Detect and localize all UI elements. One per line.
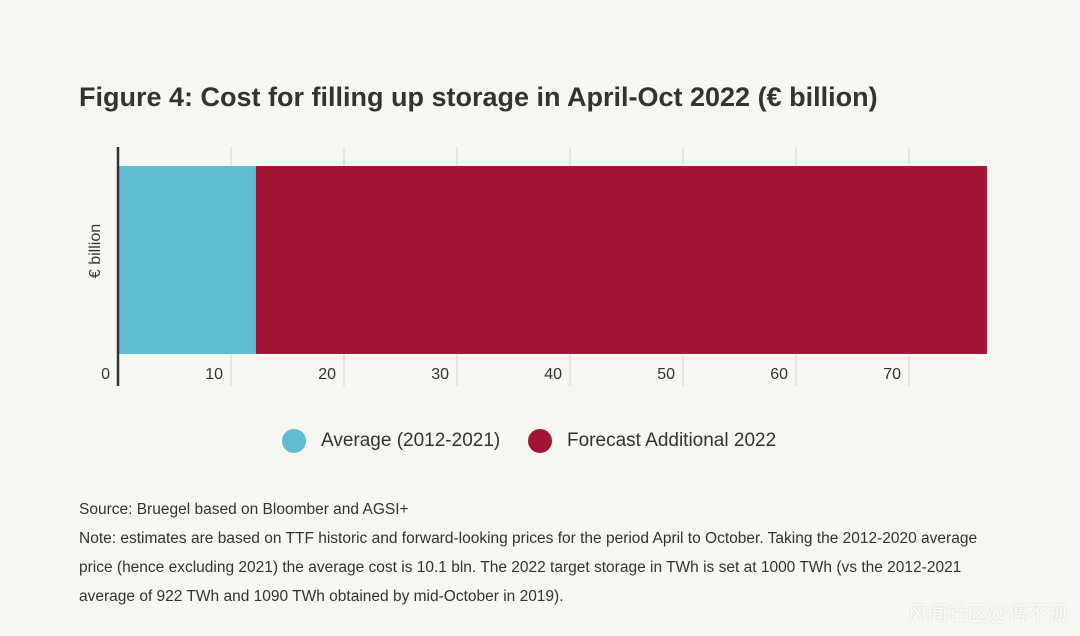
source: Source: Bruegel based on Bloomber and AG… [79, 501, 409, 518]
x-tick-label: 10 [205, 366, 223, 383]
x-tick-label: 50 [657, 366, 675, 383]
x-tick-label: 20 [318, 366, 336, 383]
legend-label: Forecast Additional 2022 [567, 430, 776, 451]
watermark: 风闻社区@傅不孤 [907, 603, 1068, 625]
note: Note: estimates are based on TTF histori… [79, 530, 978, 605]
x-tick-label: 30 [431, 366, 449, 383]
x-tick-label: 0 [101, 366, 110, 383]
legend-marker [282, 429, 306, 453]
notes: Source: Bruegel based on Bloomber and AG… [79, 495, 1009, 611]
chart: Figure 4: Cost for filling up storage in… [79, 82, 987, 453]
legend-marker [528, 429, 552, 453]
bar-segment [118, 166, 256, 354]
x-tick-label: 40 [544, 366, 562, 383]
bar-segment [255, 166, 987, 354]
x-tick-label: 60 [770, 366, 788, 383]
x-tick-label: 70 [883, 366, 901, 383]
legend-label: Average (2012-2021) [321, 430, 500, 451]
y-axis-label: € billion [87, 224, 104, 278]
chart-title: Figure 4: Cost for filling up storage in… [79, 82, 878, 112]
